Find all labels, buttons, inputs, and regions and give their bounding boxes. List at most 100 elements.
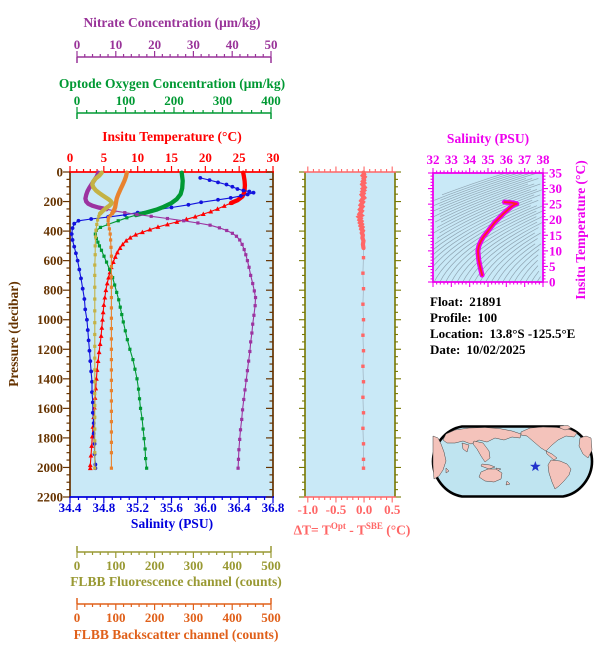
svg-text:300: 300 [213,93,233,108]
float-info-row: Location: 13.8°S -125.5°E [430,326,575,342]
isopycnal-contour [519,259,538,283]
map-land [505,480,511,486]
isopycnal-contour [440,172,519,201]
isopycnal-contour [531,270,540,283]
isopycnal-contour [436,183,541,228]
svg-text:600: 600 [44,253,64,268]
isopycnal-contour [433,205,531,266]
svg-text:400: 400 [261,93,281,108]
isopycnal-contour [434,183,529,223]
isopycnal-contour [468,221,544,283]
svg-text:32: 32 [427,152,440,167]
svg-text:100: 100 [106,558,126,573]
svg-text:400: 400 [222,610,242,625]
isopycnal-contour [439,178,539,217]
isopycnal-contour [456,216,543,283]
svg-text:36.8: 36.8 [262,500,285,515]
svg-text:10: 10 [549,243,562,258]
svg-text:0: 0 [74,610,81,625]
svg-text:1800: 1800 [37,430,63,445]
isopycnal-contour [434,172,513,201]
float-label: Float: [430,294,464,309]
svg-text:400: 400 [222,558,242,573]
svg-text:35: 35 [549,166,563,181]
svg-text:15: 15 [165,150,179,165]
isopycnal-contour [433,178,533,217]
isopycnal-contour [433,205,544,283]
svg-text:300: 300 [184,558,204,573]
float-info-row: Float: 21891 [430,294,575,310]
oxygen-profile-line-thick [133,170,185,218]
isopycnal-contour [439,210,537,283]
delta-t-axis-title: ΔT= TOpt - TSBE (°C) [294,519,411,538]
delta-t-title-sup-opt: Opt [330,521,346,531]
svg-text:30: 30 [267,150,280,165]
svg-text:35: 35 [482,152,496,167]
map-land [478,468,503,483]
svg-text:34: 34 [463,152,477,167]
location-label: Location: [430,326,484,341]
temperature-axis: 0 5 10 15 20 25 30 [67,150,280,172]
svg-text:200: 200 [44,194,64,209]
svg-text:1200: 1200 [37,342,63,357]
svg-text:400: 400 [44,224,64,239]
svg-text:35.2: 35.2 [126,500,149,515]
svg-text:200: 200 [145,558,165,573]
map-land [461,442,470,453]
ts-curve-core [476,201,518,277]
main-profile-plot [69,171,274,498]
map-land [578,435,593,459]
map-land [545,450,558,461]
svg-text:200: 200 [164,93,184,108]
svg-text:38: 38 [537,152,551,167]
isopycnal-contour [439,189,538,234]
isopycnal-contour [525,265,539,283]
isopycnal-contour [433,172,538,212]
profile-value: 100 [477,310,498,325]
svg-text:0.0: 0.0 [356,502,372,517]
svg-text:34.4: 34.4 [59,500,82,515]
world-map [431,425,594,498]
isopycnal-contour [513,254,539,283]
svg-text:100: 100 [116,93,136,108]
map-land [547,459,572,490]
map-land [520,426,578,452]
svg-text:500: 500 [261,558,281,573]
salinity-axis: 34.4 34.8 35.2 35.6 36.0 36.4 36.8 [59,497,285,515]
svg-text:36.0: 36.0 [194,500,217,515]
svg-text:20: 20 [199,150,212,165]
svg-text:33: 33 [445,152,459,167]
isopycnal-contour [439,178,527,212]
map-land [432,435,447,480]
date-label: Date: [430,342,461,357]
svg-text:0: 0 [549,275,556,290]
svg-text:-1.0: -1.0 [298,502,319,517]
isopycnal-contour [433,172,525,207]
svg-text:2200: 2200 [37,490,63,505]
backscatter-axis-title: FLBB Backscatter channel (counts) [73,627,279,642]
svg-text:0.5: 0.5 [384,502,401,517]
isopycnal-contour [479,232,535,283]
ts-salinity-axis-title: Salinity (PSU) [446,131,530,146]
delta-t-title-sup-sbe: SBE [365,521,383,531]
delta-t-line-thick [355,170,368,251]
profile-label: Profile: [430,310,472,325]
svg-text:5: 5 [101,150,108,165]
svg-text:36: 36 [500,152,514,167]
isopycnal-contour [502,243,542,283]
backscatter-axis: 0 100 200 300 400 500 [74,598,281,625]
backscatter-profile-line-thick [110,170,129,216]
svg-text:-0.5: -0.5 [326,502,347,517]
isopycnal-contour [441,172,506,196]
svg-text:40: 40 [226,37,239,52]
svg-text:25: 25 [233,150,247,165]
isopycnal-contour [491,238,538,283]
svg-text:500: 500 [261,610,281,625]
svg-text:0: 0 [57,165,64,180]
svg-text:20: 20 [549,212,562,227]
svg-text:2000: 2000 [37,460,63,475]
float-info-row: Date: 10/02/2025 [430,342,575,358]
svg-text:1000: 1000 [37,312,63,327]
float-info-row: Profile: 100 [430,310,575,326]
